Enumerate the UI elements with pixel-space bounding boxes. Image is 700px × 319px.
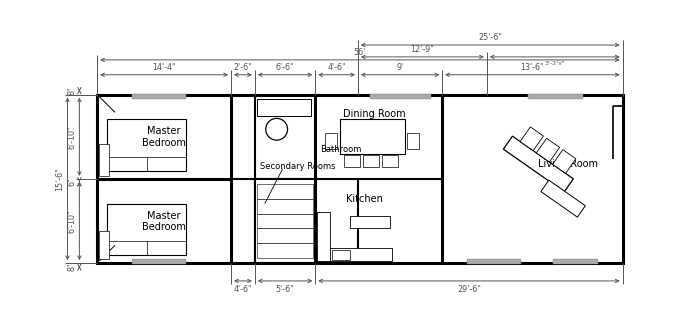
- Bar: [257, 213, 314, 228]
- Text: 29'-6": 29'-6": [457, 285, 481, 294]
- Bar: [344, 155, 360, 167]
- Text: 15'-6": 15'-6": [55, 167, 64, 191]
- Bar: [326, 133, 337, 149]
- Bar: [370, 93, 431, 99]
- Bar: [255, 179, 315, 263]
- Text: Dining Room: Dining Room: [344, 109, 406, 119]
- Bar: [340, 119, 405, 154]
- Polygon shape: [552, 150, 576, 174]
- Text: 9': 9': [396, 63, 404, 72]
- Bar: [467, 259, 522, 264]
- Text: Bathroom: Bathroom: [321, 145, 362, 153]
- Bar: [257, 243, 314, 258]
- Bar: [317, 211, 330, 261]
- Text: 56': 56': [354, 48, 366, 57]
- Bar: [553, 259, 598, 264]
- Bar: [257, 199, 314, 213]
- Bar: [132, 259, 186, 264]
- Bar: [257, 184, 314, 199]
- Text: 8": 8": [67, 263, 76, 271]
- Bar: [99, 144, 109, 176]
- Text: 13'-6": 13'-6": [521, 63, 544, 72]
- Text: Kitchen: Kitchen: [346, 194, 384, 204]
- Polygon shape: [520, 127, 543, 151]
- Bar: [99, 231, 109, 259]
- Text: 3'-2⁷₈": 3'-2⁷₈": [545, 61, 565, 66]
- Text: Secondary Rooms: Secondary Rooms: [260, 162, 335, 171]
- Text: 6'-6": 6'-6": [276, 63, 295, 72]
- Bar: [257, 99, 312, 116]
- Text: 2'-6": 2'-6": [234, 63, 252, 72]
- Bar: [317, 248, 391, 261]
- Text: 6": 6": [67, 177, 76, 186]
- Bar: [407, 133, 419, 149]
- Bar: [332, 250, 350, 260]
- Text: 14'-4": 14'-4": [153, 63, 176, 72]
- Text: 4'-6": 4'-6": [328, 63, 346, 72]
- Text: 12'-9": 12'-9": [410, 45, 434, 54]
- Bar: [363, 155, 379, 167]
- Text: 25'-6": 25'-6": [478, 33, 502, 42]
- Text: 4'-6": 4'-6": [234, 285, 252, 294]
- Bar: [97, 94, 622, 263]
- Bar: [528, 93, 583, 99]
- Polygon shape: [536, 138, 559, 162]
- Bar: [382, 155, 398, 167]
- Text: 6'-10": 6'-10": [67, 125, 76, 149]
- Text: 8": 8": [67, 86, 76, 95]
- Bar: [350, 216, 390, 228]
- Text: 6'-10": 6'-10": [67, 209, 76, 233]
- Bar: [132, 93, 186, 99]
- Bar: [541, 180, 585, 217]
- Polygon shape: [503, 136, 573, 192]
- Text: Master
Bedroom: Master Bedroom: [142, 211, 186, 232]
- Bar: [107, 119, 186, 171]
- Bar: [257, 228, 314, 243]
- Text: Master
Bedroom: Master Bedroom: [142, 126, 186, 148]
- Text: 5'-6": 5'-6": [276, 285, 295, 294]
- Text: Living Room: Living Room: [538, 159, 598, 169]
- Bar: [107, 204, 186, 255]
